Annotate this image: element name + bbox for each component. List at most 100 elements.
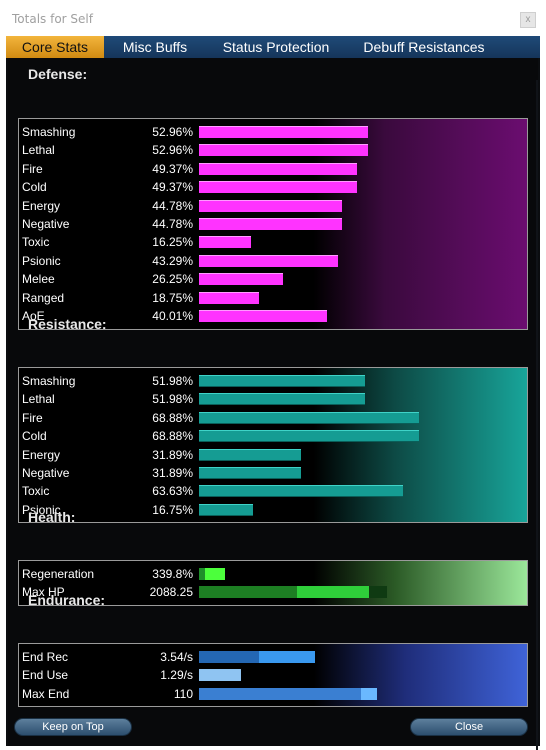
defense-bar	[199, 162, 357, 175]
resistance-title: Resistance:	[28, 316, 107, 332]
end-use-bar	[199, 669, 241, 682]
resistance-label: Toxic	[22, 484, 50, 499]
defense-bar	[199, 181, 357, 194]
endurance-label: Max End	[22, 686, 70, 701]
end-rec-base-bar	[199, 651, 259, 663]
defense-bar	[199, 236, 251, 249]
health-label: Regeneration	[22, 567, 95, 581]
defense-label: Negative	[22, 217, 70, 231]
defense-label: Melee	[22, 272, 55, 287]
defense-value: 44.78%	[152, 198, 193, 213]
health-value: 339.8%	[152, 567, 193, 581]
defense-bar	[199, 273, 283, 286]
max-hp-bar	[297, 586, 369, 599]
resistance-row-fire: Fire 68.88%	[19, 409, 527, 427]
tab-status-protection[interactable]: Status Protection	[222, 39, 330, 55]
resistance-row-smashing: Smashing 51.98%	[19, 372, 527, 390]
tab-bar: Core Stats Misc Buffs Status Protection …	[6, 36, 540, 58]
resistance-label: Energy	[22, 447, 61, 462]
resistance-row-energy: Energy 31.89%	[19, 446, 527, 464]
tab-misc-buffs[interactable]: Misc Buffs	[122, 39, 188, 55]
core-stats-content: Defense: Smashing 52.96% Lethal 52.96% Fire 4…	[8, 58, 538, 750]
window-title: Totals for Self	[12, 12, 93, 26]
endurance-row-end-use: End Use 1.29/s	[19, 666, 527, 684]
resistance-bar	[199, 430, 420, 443]
endurance-title: Endurance:	[28, 592, 106, 608]
resistance-value: 63.63%	[152, 484, 193, 499]
endurance-label: End Use	[22, 668, 69, 683]
resistance-bar	[199, 411, 420, 424]
defense-label: Smashing	[22, 125, 76, 139]
max-end-bonus-bar	[361, 687, 377, 700]
defense-value: 44.78%	[152, 217, 193, 231]
resistance-bar	[199, 375, 366, 387]
defense-value: 52.96%	[152, 143, 193, 158]
defense-bar	[199, 144, 369, 157]
defense-value: 43.29%	[152, 253, 193, 268]
resistance-value: 51.98%	[152, 392, 193, 407]
regeneration-base-bar	[199, 568, 205, 580]
defense-row-melee: Melee 26.25%	[19, 270, 527, 288]
defense-label: Lethal	[22, 143, 55, 158]
defense-label: Cold	[22, 180, 47, 195]
health-row-regeneration: Regeneration 339.8%	[19, 565, 527, 583]
defense-bar	[199, 126, 369, 138]
defense-row-aoe: AoE 40.01%	[19, 307, 527, 325]
defense-bar	[199, 310, 328, 322]
defense-title: Defense:	[28, 66, 88, 82]
resistance-value: 68.88%	[152, 429, 193, 444]
title-bar: Totals for Self x	[0, 0, 546, 36]
defense-value: 18.75%	[152, 290, 193, 305]
defense-row-fire: Fire 49.37%	[19, 160, 527, 178]
resistance-bar	[199, 485, 403, 498]
endurance-value: 110	[173, 686, 193, 701]
resistance-value: 16.75%	[152, 502, 193, 517]
defense-value: 49.37%	[152, 180, 193, 195]
defense-label: Ranged	[22, 290, 65, 305]
resistance-bar	[199, 393, 366, 406]
endurance-label: End Rec	[22, 650, 69, 664]
defense-bar	[199, 291, 259, 304]
max-end-bar	[199, 687, 361, 700]
defense-label: Toxic	[22, 235, 50, 250]
resistance-label: Psionic	[22, 502, 61, 517]
defense-row-ranged: Ranged 18.75%	[19, 289, 527, 307]
window-body: Core Stats Misc Buffs Status Protection …	[6, 36, 540, 750]
health-row-max-hp: Max HP 2088.25	[19, 583, 527, 601]
defense-bar	[199, 218, 343, 230]
close-icon[interactable]: x	[520, 12, 536, 28]
endurance-row-end-rec: End Rec 3.54/s	[19, 648, 527, 666]
endurance-value: 3.54/s	[160, 650, 193, 664]
regeneration-bar	[205, 568, 225, 580]
resistance-panel: Smashing 51.98% Lethal 51.98% Fire 68.88% Cold…	[18, 367, 528, 523]
defense-label: Psionic	[22, 253, 61, 268]
resistance-value: 31.89%	[152, 466, 193, 480]
defense-value: 26.25%	[152, 272, 193, 287]
resistance-value: 68.88%	[152, 410, 193, 425]
health-value: 2088.25	[149, 585, 193, 600]
defense-label: Fire	[22, 161, 43, 176]
health-panel: Regeneration 339.8% Max HP 2088.25	[18, 560, 528, 606]
keep-on-top-button[interactable]: Keep on Top	[14, 718, 132, 736]
defense-value: 49.37%	[152, 161, 193, 176]
defense-row-cold: Cold 49.37%	[19, 178, 527, 196]
resistance-label: Smashing	[22, 374, 76, 388]
resistance-bar	[199, 503, 253, 516]
resistance-bar	[199, 467, 302, 479]
defense-panel: Smashing 52.96% Lethal 52.96% Fire 49.37% Cold…	[18, 118, 528, 330]
defense-row-negative: Negative 44.78%	[19, 215, 527, 233]
endurance-value: 1.29/s	[160, 668, 193, 683]
tab-debuff-resistances[interactable]: Debuff Resistances	[363, 39, 485, 55]
resistance-row-negative: Negative 31.89%	[19, 464, 527, 482]
resistance-label: Cold	[22, 429, 47, 444]
close-button[interactable]: Close	[410, 718, 528, 736]
defense-row-toxic: Toxic 16.25%	[19, 233, 527, 251]
defense-label: Energy	[22, 198, 61, 213]
resistance-row-toxic: Toxic 63.63%	[19, 482, 527, 500]
defense-row-energy: Energy 44.78%	[19, 197, 527, 215]
defense-label: AoE	[22, 309, 45, 323]
tab-core-stats[interactable]: Core Stats	[6, 36, 104, 58]
resistance-bar	[199, 448, 302, 461]
endurance-row-max-end: Max End 110	[19, 685, 527, 703]
